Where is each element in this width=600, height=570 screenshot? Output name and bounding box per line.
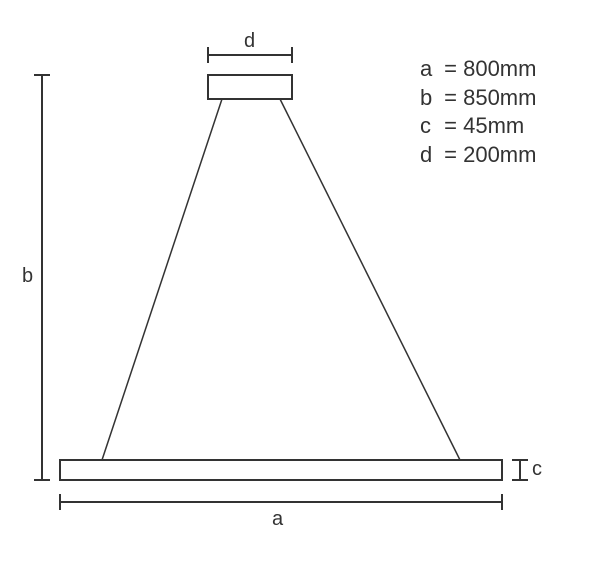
dim-label-d: d [244, 30, 255, 53]
dim-label-b: b [22, 265, 33, 288]
legend-row-a: a = 800mm [420, 55, 536, 84]
legend-val-d: 200mm [463, 142, 536, 167]
legend-val-c: 45mm [463, 113, 524, 138]
legend-key-c: c [420, 112, 438, 141]
legend-val-a: 800mm [463, 56, 536, 81]
legend-row-b: b = 850mm [420, 84, 536, 113]
legend-key-a: a [420, 55, 438, 84]
legend-val-b: 850mm [463, 85, 536, 110]
diagram-container: a = 800mm b = 850mm c = 45mm d = 200mm d… [0, 0, 600, 570]
dim-label-a: a [272, 508, 283, 531]
legend-key-b: b [420, 84, 438, 113]
legend-key-d: d [420, 141, 438, 170]
legend-row-c: c = 45mm [420, 112, 536, 141]
dimension-legend: a = 800mm b = 850mm c = 45mm d = 200mm [420, 55, 536, 169]
dim-label-c: c [532, 458, 542, 481]
legend-row-d: d = 200mm [420, 141, 536, 170]
